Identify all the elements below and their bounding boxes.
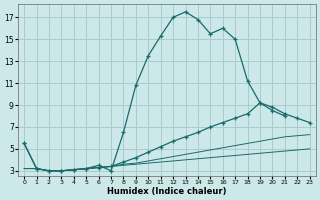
X-axis label: Humidex (Indice chaleur): Humidex (Indice chaleur) [107,187,227,196]
